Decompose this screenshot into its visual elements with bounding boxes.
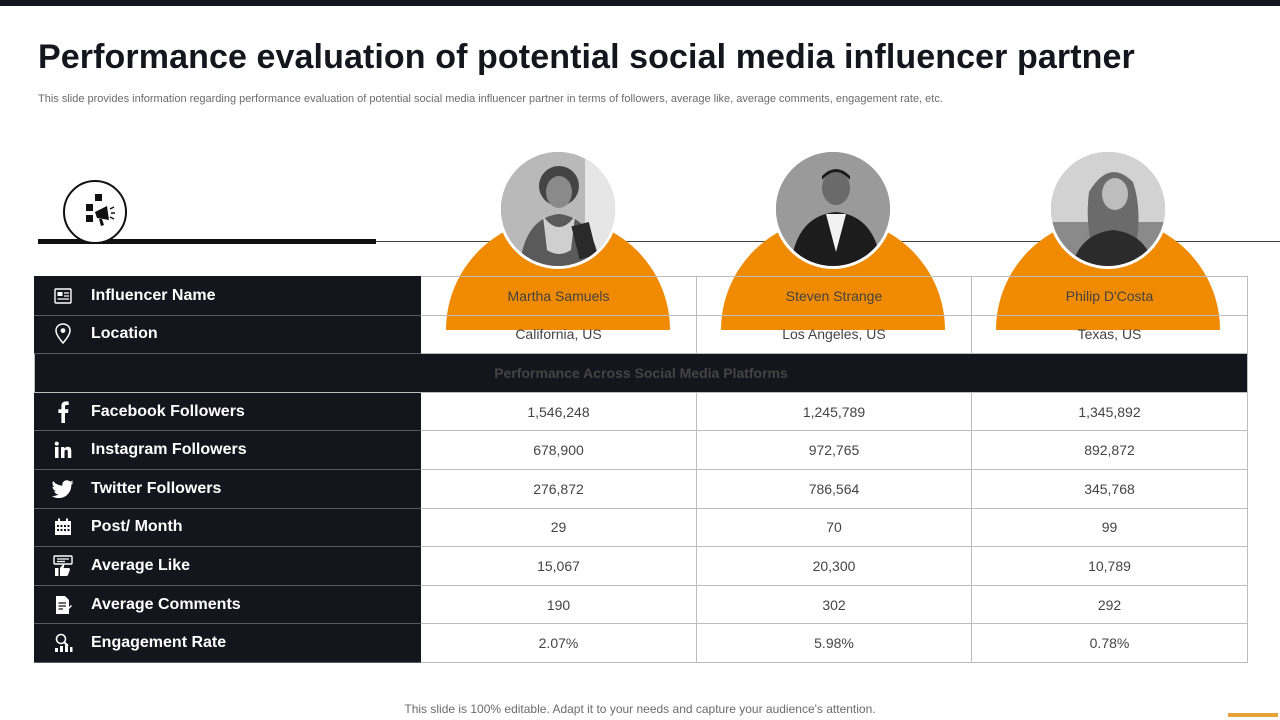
table-row: Facebook Followers 1,546,248 1,245,789 1… [34, 391, 1248, 432]
linkedin-icon [35, 441, 91, 459]
table-cell: 15,067 [420, 546, 697, 586]
page-title: Performance evaluation of potential soci… [38, 38, 1135, 76]
row-label: Location [34, 314, 421, 355]
row-label: Instagram Followers [34, 430, 421, 470]
table-cell: 1,245,789 [696, 391, 972, 432]
table-cell: 345,768 [971, 468, 1248, 509]
divider-thick [38, 239, 376, 244]
page-subtitle: This slide provides information regardin… [38, 93, 943, 105]
table-cell: Texas, US [971, 314, 1248, 355]
section-header: Performance Across Social Media Platform… [34, 353, 1248, 393]
influencer-photo-2 [773, 149, 893, 269]
row-label-text: Facebook Followers [91, 402, 245, 420]
table-cell: 302 [696, 584, 972, 625]
influencer-photo-3 [1048, 149, 1168, 269]
table-cell: California, US [420, 314, 697, 355]
influencer-photo-1 [498, 149, 618, 269]
table-cell: 10,789 [971, 546, 1248, 586]
influencer-comparison-table: Influencer Name Martha Samuels Steven St… [34, 276, 1248, 663]
table-cell: 678,900 [420, 430, 697, 470]
row-label-text: Engagement Rate [91, 634, 227, 652]
row-label-text: Average Comments [91, 595, 241, 613]
table-row: Influencer Name Martha Samuels Steven St… [34, 276, 1248, 316]
table-cell: 70 [696, 507, 972, 548]
row-label-text: Average Like [91, 556, 191, 574]
row-label: Average Like [34, 546, 421, 586]
row-label: Engagement Rate [34, 623, 421, 663]
calendar-icon [35, 518, 91, 536]
table-row: Twitter Followers 276,872 786,564 345,76… [34, 468, 1248, 509]
table-cell: 292 [971, 584, 1248, 625]
id-card-icon [35, 288, 91, 304]
table-row: Performance Across Social Media Platform… [34, 353, 1248, 393]
table-cell: 1,345,892 [971, 391, 1248, 432]
table-cell: Los Angeles, US [696, 314, 972, 355]
table-cell: 2.07% [420, 623, 697, 663]
table-cell: 0.78% [971, 623, 1248, 663]
row-label: Post/ Month [34, 507, 421, 548]
table-row: Instagram Followers 678,900 972,765 892,… [34, 430, 1248, 470]
table-cell: Steven Strange [696, 276, 972, 316]
social-media-badge [63, 180, 127, 244]
footer-note: This slide is 100% editable. Adapt it to… [404, 702, 876, 716]
table-cell: 1,546,248 [420, 391, 697, 432]
footer-accent-bar [1228, 713, 1278, 717]
social-media-megaphone-icon [86, 194, 115, 226]
table-cell: 276,872 [420, 468, 697, 509]
table-cell: 190 [420, 584, 697, 625]
row-label-text: Twitter Followers [91, 479, 222, 497]
comment-document-icon [35, 595, 91, 615]
row-label-text: Post/ Month [91, 518, 183, 536]
table-cell: 892,872 [971, 430, 1248, 470]
row-label: Influencer Name [34, 276, 421, 316]
table-row: Location California, US Los Angeles, US … [34, 314, 1248, 355]
table-cell: Philip D'Costa [971, 276, 1248, 316]
facebook-icon [35, 400, 91, 423]
table-cell: 5.98% [696, 623, 972, 663]
table-cell: Martha Samuels [420, 276, 697, 316]
engagement-chart-icon [35, 633, 91, 653]
table-cell: 29 [420, 507, 697, 548]
thumbs-up-icon [35, 555, 91, 577]
table-cell: 20,300 [696, 546, 972, 586]
row-label: Twitter Followers [34, 468, 421, 509]
twitter-icon [35, 479, 91, 498]
table-row: Engagement Rate 2.07% 5.98% 0.78% [34, 623, 1248, 663]
table-row: Post/ Month 29 70 99 [34, 507, 1248, 548]
row-label: Average Comments [34, 584, 421, 625]
row-label-text: Influencer Name [91, 286, 216, 304]
table-row: Average Like 15,067 20,300 10,789 [34, 546, 1248, 586]
table-cell: 786,564 [696, 468, 972, 509]
table-cell: 99 [971, 507, 1248, 548]
location-pin-icon [35, 323, 91, 345]
row-label-text: Location [91, 325, 158, 343]
top-bar [0, 0, 1280, 6]
row-label-text: Instagram Followers [91, 441, 247, 459]
table-cell: 972,765 [696, 430, 972, 470]
row-label: Facebook Followers [34, 391, 421, 432]
table-row: Average Comments 190 302 292 [34, 584, 1248, 625]
